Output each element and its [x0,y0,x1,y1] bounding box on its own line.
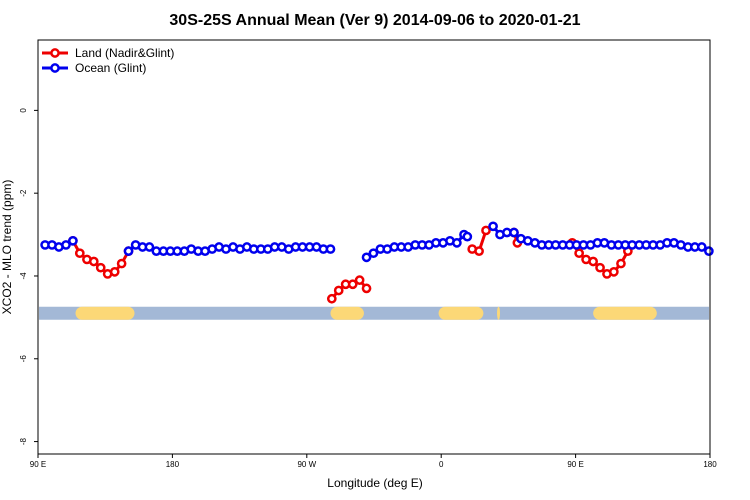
data-point [474,246,484,256]
data-point [361,252,372,263]
y-axis-label: XCO2 - MLO trend (ppm) [0,180,14,315]
x-tick-label: 90 E [567,460,583,469]
data-point [595,262,605,273]
data-point [333,285,344,296]
x-tick-label: 90 W [297,460,316,469]
chart-title: 30S-25S Annual Mean (Ver 9) 2014-09-06 t… [169,12,580,29]
legend: Land (Nadir&Glint)Ocean (Glint) [42,46,174,75]
data-point [95,262,106,273]
data-point [68,235,78,246]
data-point [88,256,99,267]
band-land-segment [438,306,484,320]
plot-area-frame [37,39,711,455]
data-point [696,242,707,252]
data-point [61,240,71,250]
data-point [609,266,619,277]
y-tick-label: -4 [19,272,28,280]
legend-marker [50,48,60,58]
y-tick-label: -2 [19,189,28,197]
legend-marker [50,63,60,73]
data-point [574,248,584,259]
data-point [616,258,626,269]
data-point [347,279,358,290]
data-point [109,266,120,277]
data-point [488,221,498,232]
series-layer [40,221,714,304]
series-ocean [40,221,714,263]
y-tick-label: -8 [19,437,28,445]
data-point [144,242,155,252]
data-point [509,227,519,238]
data-point [704,246,714,256]
x-axis-label: Longitude (deg E) [327,476,422,490]
data-point [326,293,337,304]
data-point [481,225,491,236]
data-point [123,246,134,256]
band-land-segment [75,306,135,320]
data-point [354,275,365,285]
band-land-segment [330,306,364,320]
reference-band [39,306,709,320]
data-point [462,231,473,242]
data-point [368,248,379,259]
y-tick-label: 0 [19,108,28,113]
y-axis: 0 -2 -4 -6 -8 [19,108,38,445]
band-land-segment [593,306,657,320]
y-tick-label: -6 [19,355,28,363]
band-land-segment [497,306,500,320]
x-axis: 90 E 180 90 W 0 90 E 180 [30,454,717,469]
data-point [325,244,336,254]
legend-label: Land (Nadir&Glint) [75,46,174,60]
x-tick-label: 180 [166,460,180,469]
data-point [588,256,598,267]
x-tick-label: 180 [703,460,717,469]
x-tick-label: 90 E [30,460,46,469]
data-point [116,258,127,269]
data-point [452,238,462,248]
data-point [74,248,85,259]
x-tick-label: 0 [439,460,444,469]
legend-label: Ocean (Glint) [75,61,146,75]
data-point [361,283,372,294]
